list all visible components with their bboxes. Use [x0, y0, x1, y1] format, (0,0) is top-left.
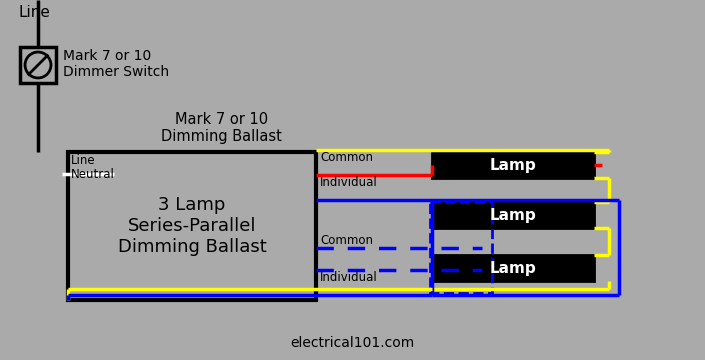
Text: Mark 7 or 10
Dimming Ballast: Mark 7 or 10 Dimming Ballast	[161, 112, 282, 144]
Text: Neutral: Neutral	[71, 168, 115, 181]
Bar	[430, 202, 491, 293]
Text: Lamp: Lamp	[490, 261, 537, 275]
Text: electrical101.com: electrical101.com	[290, 336, 415, 350]
Bar	[432, 152, 594, 178]
Text: Mark 7 or 10
Dimmer Switch: Mark 7 or 10 Dimmer Switch	[63, 49, 169, 79]
Text: Line: Line	[18, 5, 50, 20]
Text: Common: Common	[320, 234, 373, 247]
Text: Individual: Individual	[320, 176, 378, 189]
Text: Common: Common	[320, 151, 373, 164]
Bar	[68, 152, 316, 300]
Bar	[20, 47, 56, 83]
Circle shape	[25, 52, 51, 78]
Bar	[432, 202, 594, 228]
Text: Lamp: Lamp	[490, 207, 537, 222]
Bar	[432, 255, 594, 281]
Text: Line: Line	[71, 154, 96, 167]
Text: Lamp: Lamp	[490, 158, 537, 172]
Text: 3 Lamp
Series-Parallel
Dimming Ballast: 3 Lamp Series-Parallel Dimming Ballast	[118, 196, 266, 256]
Text: Individual: Individual	[320, 271, 378, 284]
